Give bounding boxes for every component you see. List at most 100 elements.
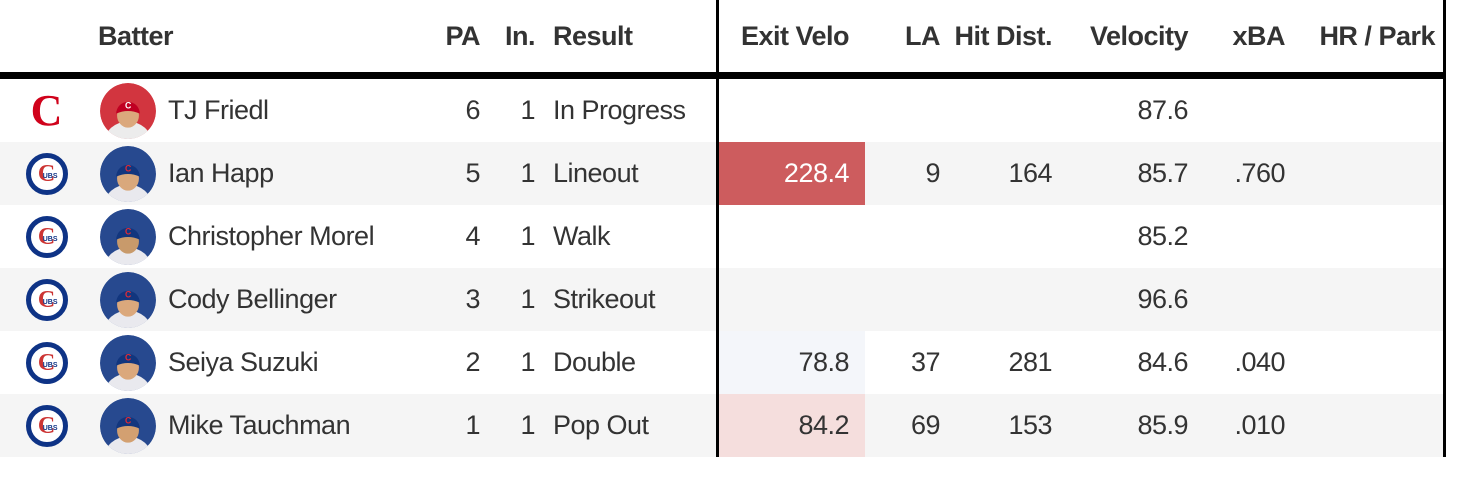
hit-dist-value: 281 (1008, 347, 1052, 377)
player-headshot-icon: C (100, 271, 156, 328)
batter-row[interactable]: C UBS C Cody Bellinger 3 1 Strikeout 96.… (0, 268, 1443, 331)
col-header-inning: In. (505, 20, 536, 51)
player-headshot-icon: C (100, 208, 156, 265)
player-headshot-icon: C (100, 145, 156, 202)
la-value: 37 (910, 347, 941, 377)
exit-velo-value (719, 205, 865, 268)
pa-value: 1 (465, 410, 480, 440)
cubs-logo-icon: C UBS (25, 341, 68, 384)
player-name: Ian Happ (168, 158, 274, 188)
xba-value: .760 (1234, 158, 1285, 188)
col-header-xba: xBA (1232, 20, 1285, 51)
batter-row[interactable]: C UBS C Christopher Morel 4 1 Walk 85.2 (0, 205, 1443, 268)
inning-value: 1 (520, 158, 535, 188)
svg-text:C: C (125, 100, 132, 110)
exit-velo-value (719, 268, 865, 331)
result-value: Strikeout (553, 284, 656, 314)
inning-value: 1 (520, 284, 535, 314)
svg-text:C: C (125, 352, 132, 362)
col-header-la: LA (905, 20, 941, 51)
hit-dist-value: 153 (1008, 410, 1052, 440)
batter-row[interactable]: C UBS C Mike Tauchman 1 1 Pop Out 84.2 6… (0, 394, 1443, 457)
velocity-value: 96.6 (1137, 284, 1188, 314)
col-header-batter: Batter (98, 20, 174, 51)
xba-value: .010 (1234, 410, 1285, 440)
player-headshot-icon: C (100, 82, 156, 139)
row-vertical-divider (716, 142, 719, 205)
exit-velo-value: 78.8 (719, 331, 865, 394)
player-name: Seiya Suzuki (168, 347, 319, 377)
col-header-hr-park: HR / Park (1319, 20, 1435, 51)
header-vertical-divider (716, 0, 719, 72)
player-name: Cody Bellinger (168, 284, 337, 314)
exit-velo-value (719, 79, 865, 142)
velocity-value: 85.2 (1137, 221, 1188, 251)
col-header-pa: PA (445, 20, 480, 51)
inning-value: 1 (520, 410, 535, 440)
player-name: Mike Tauchman (168, 410, 351, 440)
result-value: Double (553, 347, 636, 377)
exit-velo-value: 84.2 (719, 394, 865, 457)
result-value: In Progress (553, 95, 686, 125)
col-header-velocity: Velocity (1089, 20, 1189, 51)
inning-value: 1 (520, 95, 535, 125)
row-vertical-divider (716, 331, 719, 394)
player-name: TJ Friedl (168, 95, 269, 125)
player-headshot-icon: C (100, 334, 156, 391)
xba-value: .040 (1234, 347, 1285, 377)
col-header-exit-velo: Exit Velo (740, 20, 850, 51)
hit-dist-value: 164 (1008, 158, 1052, 188)
svg-text:C: C (125, 226, 132, 236)
batters-table: Batter PA In. Result Exit Velo LA Hit Di… (0, 0, 1446, 457)
pa-value: 4 (465, 221, 480, 251)
row-vertical-divider (716, 268, 719, 331)
player-avatar: C (85, 208, 158, 265)
inning-value: 1 (520, 221, 535, 251)
team-logo-reds: C (0, 85, 85, 135)
result-value: Walk (553, 221, 611, 251)
la-value: 69 (910, 410, 941, 440)
col-header-hit-dist: Hit Dist. (954, 20, 1052, 51)
pa-value: 6 (465, 95, 480, 125)
reds-c-logo-icon: C (30, 85, 63, 135)
player-avatar: C (85, 145, 158, 202)
pa-value: 5 (465, 158, 480, 188)
team-logo-cubs: C UBS (0, 278, 85, 321)
row-vertical-divider (716, 394, 719, 457)
svg-text:C: C (125, 415, 132, 425)
player-headshot-icon: C (100, 397, 156, 454)
batter-row[interactable]: C UBS C Seiya Suzuki 2 1 Double 78.8 37 … (0, 331, 1443, 394)
inning-value: 1 (520, 347, 535, 377)
player-avatar: C (85, 271, 158, 328)
velocity-value: 87.6 (1137, 95, 1188, 125)
col-header-result: Result (553, 20, 633, 51)
exit-velo-value: 228.4 (719, 142, 865, 205)
pa-value: 3 (465, 284, 480, 314)
player-avatar: C (85, 82, 158, 139)
row-vertical-divider (716, 205, 719, 268)
player-avatar: C (85, 397, 158, 454)
team-logo-cubs: C UBS (0, 404, 85, 447)
pa-value: 2 (465, 347, 480, 377)
row-vertical-divider (716, 79, 719, 142)
team-logo-cubs: C UBS (0, 152, 85, 195)
velocity-value: 84.6 (1137, 347, 1188, 377)
team-logo-cubs: C UBS (0, 215, 85, 258)
team-logo-cubs: C UBS (0, 341, 85, 384)
la-value: 9 (925, 158, 940, 188)
result-value: Lineout (553, 158, 639, 188)
player-avatar: C (85, 334, 158, 391)
table-header: Batter PA In. Result Exit Velo LA Hit Di… (0, 0, 1443, 79)
result-value: Pop Out (553, 410, 649, 440)
cubs-logo-icon: C UBS (25, 152, 68, 195)
velocity-value: 85.7 (1137, 158, 1188, 188)
svg-text:C: C (125, 163, 132, 173)
batter-row[interactable]: C C TJ Friedl 6 1 In Progress 87.6 (0, 79, 1443, 142)
svg-text:C: C (125, 289, 132, 299)
cubs-logo-icon: C UBS (25, 278, 68, 321)
cubs-logo-icon: C UBS (25, 215, 68, 258)
cubs-logo-icon: C UBS (25, 404, 68, 447)
batter-row[interactable]: C UBS C Ian Happ 5 1 Lineout 228.4 9 164… (0, 142, 1443, 205)
velocity-value: 85.9 (1137, 410, 1188, 440)
player-name: Christopher Morel (168, 221, 375, 251)
